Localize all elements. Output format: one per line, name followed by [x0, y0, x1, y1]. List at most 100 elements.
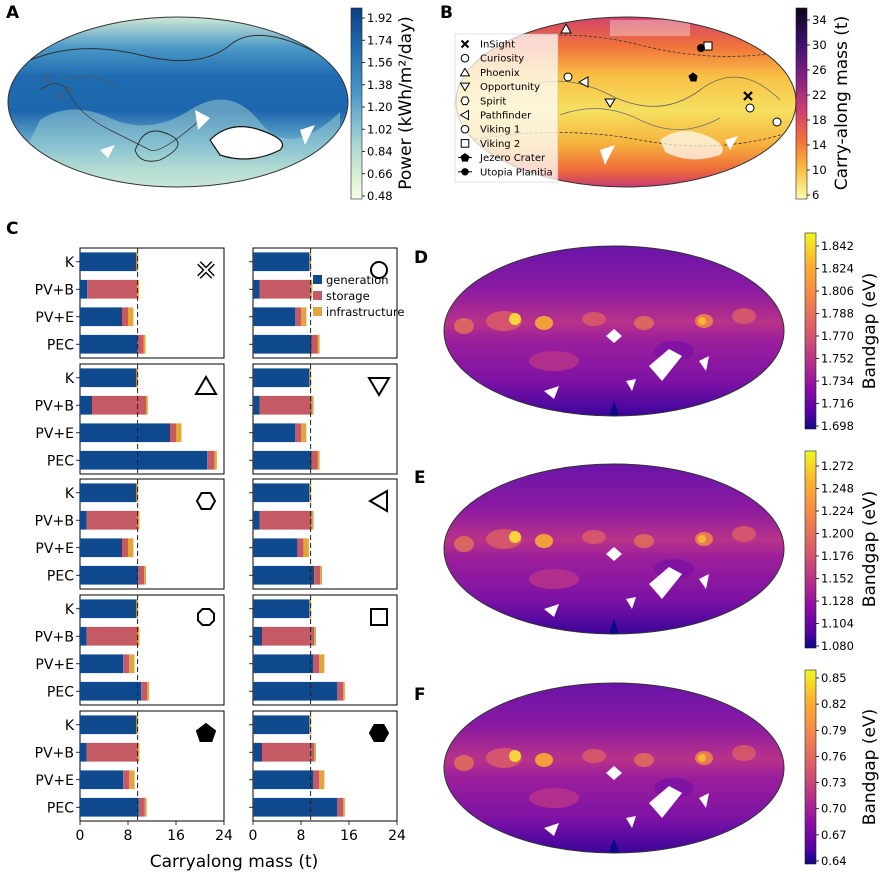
bar-storage	[138, 565, 145, 585]
colorbar-e-tick: 1.248	[821, 482, 854, 496]
x-tick-label: 16	[167, 828, 185, 844]
viking2-marker-icon	[703, 41, 713, 51]
bar-generation	[80, 368, 137, 388]
octagon-marker-icon	[197, 608, 215, 626]
bar-infrastructure	[314, 742, 316, 762]
panel-e: E 1.272 1.248 1.224 1.200 1.176 1.152 1.128 1.1…	[414, 450, 880, 653]
panel-letter-c: C	[6, 219, 18, 239]
subplot-opportunity	[249, 363, 398, 475]
colorbar-d-tick: 1.806	[821, 284, 854, 298]
colorbar-f-tick: 0.85	[821, 671, 847, 685]
bar-infrastructure	[303, 538, 309, 558]
bar-infrastructure	[136, 599, 139, 619]
bar-generation	[253, 279, 260, 299]
site-legend-label: Viking 2	[480, 139, 520, 150]
panel-letter-e: E	[414, 468, 426, 488]
colorbar-d-tick: 1.734	[821, 374, 854, 388]
colorbar-a-tick: 1.74	[367, 33, 393, 47]
bar-infrastructure	[309, 715, 312, 735]
site-legend-label: InSight	[480, 40, 515, 51]
bar-infrastructure	[147, 681, 149, 701]
bar-storage	[295, 307, 301, 327]
panel-letter-a: A	[6, 3, 20, 23]
colorbar-f-tick: 0.76	[821, 749, 847, 763]
colorbar-label-e: Bandgap (eV)	[860, 491, 880, 607]
bar-generation	[80, 770, 124, 790]
x-tick-label: 24	[215, 828, 233, 844]
bar-infrastructure	[310, 279, 313, 299]
bar-generation	[80, 599, 137, 619]
category-label: PV+E	[35, 541, 74, 557]
category-label: PEC	[47, 453, 74, 469]
square-marker-icon	[370, 608, 388, 626]
bar-infrastructure	[320, 565, 322, 585]
bar-infrastructure	[144, 565, 146, 585]
bandgap-map-d	[443, 245, 785, 417]
subplot-phoenix: K PV+B PV+E PEC	[35, 363, 225, 475]
bar-storage	[259, 395, 312, 415]
utopia-marker-icon	[697, 44, 705, 52]
bar-generation	[80, 450, 208, 470]
x-axis-label: Carryalong mass (t)	[150, 852, 319, 872]
bar-storage	[207, 450, 215, 470]
bar-generation	[80, 681, 142, 701]
bar-infrastructure	[301, 423, 307, 443]
colorbar-d-tick: 1.770	[821, 329, 854, 343]
category-label: PV+B	[35, 398, 74, 414]
colorbar-d-tick: 1.716	[821, 397, 854, 411]
colorbar-a-tick: 0.66	[367, 167, 393, 181]
colorbar-label-d: Bandgap (eV)	[860, 273, 880, 389]
subplot-spirit: K PV+B PV+E PEC	[35, 478, 225, 590]
x-tick-label: 24	[388, 828, 406, 844]
bar-generation	[253, 742, 262, 762]
bar-infrastructure	[136, 368, 139, 388]
bar-infrastructure	[128, 538, 134, 558]
legend-swatch	[313, 291, 322, 300]
octagon-marker-icon	[460, 124, 470, 134]
bar-generation	[80, 307, 122, 327]
colorbar-a-tick: 0.48	[367, 189, 393, 203]
category-label: PEC	[47, 568, 74, 584]
x-tick-label: 0	[76, 828, 85, 844]
triangle-down-marker-icon	[367, 377, 391, 397]
legend-label: infrastructure	[326, 305, 405, 319]
subplot-utopia-planitia: 0 8 16 24	[249, 710, 406, 844]
site-legend-label: Opportunity	[480, 82, 540, 93]
bar-generation	[253, 797, 337, 817]
cross-marker-icon	[197, 261, 215, 279]
colorbar-e-tick: 1.104	[821, 617, 854, 631]
colorbar-b-tick: 6	[812, 188, 819, 202]
x-tick-label: 16	[340, 828, 358, 844]
category-label: PV+B	[35, 282, 74, 298]
category-label: PEC	[47, 800, 74, 816]
bar-infrastructure	[317, 334, 320, 354]
colorbar-f-tick: 0.70	[821, 802, 847, 816]
colorbar-f: 0.85 0.82 0.79 0.76 0.73 0.70 0.67 0.64 Bandgap…	[804, 669, 880, 868]
bar-storage	[138, 797, 145, 817]
bar-storage	[86, 626, 138, 646]
site-legend-label: Viking 1	[480, 125, 520, 136]
bar-generation	[253, 715, 310, 735]
bar-infrastructure	[309, 483, 312, 503]
pentagon-filled-marker-icon	[458, 152, 472, 162]
bar-storage	[311, 334, 318, 354]
phoenix-marker-icon	[560, 22, 572, 34]
colorbar-e-tick: 1.152	[821, 572, 854, 586]
bar-generation	[80, 626, 87, 646]
bar-infrastructure	[214, 450, 217, 470]
bar-generation	[253, 681, 337, 701]
legend-swatch	[313, 275, 322, 284]
bar-generation	[80, 252, 137, 272]
colorbar-f-tick: 0.79	[821, 723, 847, 737]
bar-storage	[123, 770, 130, 790]
site-legend-label: Jezero Crater	[479, 153, 546, 164]
bar-generation	[80, 510, 87, 530]
colorbar-a-tick: 1.20	[367, 100, 393, 114]
category-label: PEC	[47, 684, 74, 700]
triangle-left-marker-icon	[459, 109, 469, 121]
triangle-up-marker-icon	[459, 67, 471, 77]
colorbar-b-tick: 34	[812, 13, 827, 27]
bar-infrastructure	[143, 334, 146, 354]
bar-generation	[253, 510, 260, 530]
